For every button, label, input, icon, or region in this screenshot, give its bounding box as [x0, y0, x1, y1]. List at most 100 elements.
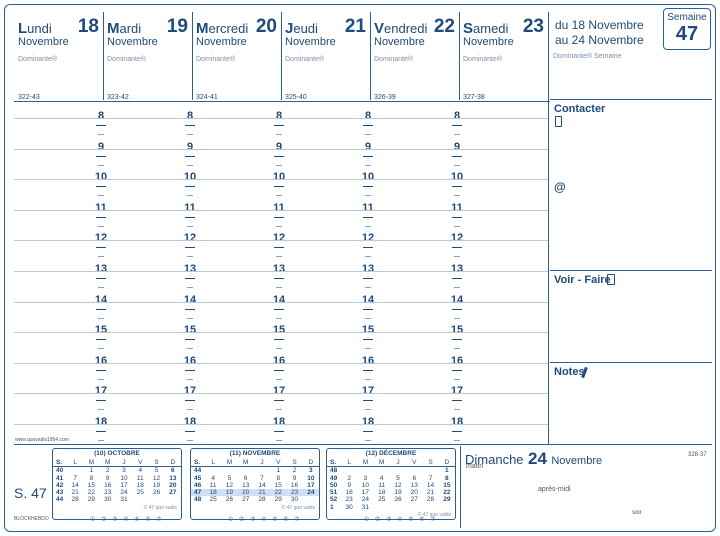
hour-tick: [363, 186, 373, 188]
week-range-end: au 24 Novembre: [555, 33, 644, 47]
hour-label: 18: [361, 416, 375, 428]
half-hour-tick: [276, 440, 282, 441]
hour-tick: [96, 216, 106, 218]
half-hour-tick: [276, 348, 282, 350]
hour-tick: [363, 369, 373, 371]
mini-calendar-day: 14: [426, 481, 435, 489]
day-header-wednesday[interactable]: Mercredi 20 Novembre Dominante® 324-41: [192, 10, 281, 102]
mini-calendar-day: 22: [87, 489, 96, 497]
hour-label: 18: [183, 416, 197, 428]
mini-calendar-day: 21: [253, 489, 271, 497]
half-hour-tick: [365, 256, 371, 258]
mini-calendar-day: 31: [361, 503, 370, 511]
hour-label: 16: [361, 354, 375, 367]
mini-calendar-day: [254, 467, 270, 475]
mini-calendar-day: 19: [394, 489, 402, 497]
mini-calendar-week-number: 44: [56, 496, 64, 504]
mini-calendar-header-row: S. L M M J V S D: [53, 459, 181, 468]
mini-calendar-day: 4: [138, 467, 143, 475]
mini-calendar-day: 20: [410, 489, 418, 497]
mini-calendar-head-cell: S: [286, 459, 303, 468]
half-hour-tick: [276, 164, 282, 166]
half-hour-tick: [454, 256, 460, 258]
mini-calendar-day: 30: [104, 496, 112, 504]
hour-row-line: [14, 424, 548, 425]
mini-calendar-day: 1: [276, 467, 281, 475]
half-hour-tick: [187, 287, 193, 288]
mini-calendar-day: 21: [71, 489, 79, 497]
sunday-header[interactable]: Dimanche 24 Novembre: [465, 449, 602, 469]
half-hour-tick: [365, 134, 371, 135]
sunday-name: Dimanche: [465, 452, 524, 467]
mini-calendar-day: [439, 504, 455, 511]
hour-tick: [363, 431, 373, 432]
hour-tick: [363, 278, 373, 279]
mini-calendar-day: 24: [120, 489, 128, 497]
mini-calendar-day: 8: [89, 474, 94, 482]
hour-label: 9: [453, 140, 461, 153]
mini-calendar-day: 26: [225, 496, 234, 504]
mini-calendar-head-cell: S.: [191, 459, 205, 468]
day-name: Mercredi: [196, 20, 249, 37]
mini-calendar-head-cell: S: [422, 459, 439, 468]
mini-calendar-day: 17: [307, 481, 315, 489]
mini-calendar-head-cell: M: [357, 459, 374, 468]
mini-calendar-head-cell: V: [270, 459, 287, 468]
hour-row-line: [14, 209, 548, 211]
hour-tick: [96, 431, 106, 432]
mini-calendar-day: 25: [136, 489, 144, 497]
hour-label: 12: [94, 232, 108, 245]
hour-row-line: [14, 301, 548, 303]
mini-calendar-day: 3: [309, 467, 313, 475]
day-header-thursday[interactable]: Jeudi 21 Novembre Dominante® 325-40: [281, 10, 370, 102]
day-header-monday[interactable]: Lundi 18 Novembre Dominante® 322-43: [14, 10, 103, 102]
day-name: Jeudi: [285, 20, 318, 37]
week-badge-number: 47: [675, 23, 699, 45]
mini-calendar-week-row: 46 11 12 13 14 15 16 17: [191, 482, 319, 489]
half-hour-tick: [365, 440, 371, 441]
half-hour-tick: [276, 317, 282, 319]
header-divider: [14, 101, 550, 102]
mini-calendar-week-row: 51 16 17 18 19 20 21 22: [327, 489, 455, 496]
mini-calendar-week-row: 48 25 26 27 28 29 30: [191, 496, 319, 503]
notes-title: Notes: [554, 366, 585, 378]
mini-calendar-day: 13: [169, 474, 177, 482]
hour-label: 14: [94, 293, 108, 306]
mini-calendar-week-row: 48 1: [327, 467, 455, 475]
mini-calendar-week-row: 50 9 10 11 12 13 14 15: [327, 482, 455, 489]
half-hour-tick: [187, 440, 193, 441]
mini-calendar-day: 13: [410, 481, 418, 489]
dominante-label: Dominante®: [107, 56, 147, 63]
day-month: Novembre: [374, 36, 425, 48]
email-at-label: @: [554, 180, 566, 194]
mini-calendar-day: 23: [286, 489, 303, 497]
hour-label: 11: [95, 201, 107, 214]
hour-row-line: [14, 240, 548, 242]
mini-calendar-head-cell: V: [132, 459, 149, 468]
right-header-divider: [550, 99, 712, 100]
mini-calendar-head-cell: M: [221, 459, 238, 468]
hour-label: 17: [450, 385, 464, 398]
day-header-tuesday[interactable]: Mardi 19 Novembre Dominante® 323-42: [103, 10, 192, 102]
hour-label: 18: [450, 416, 464, 428]
hour-tick: [274, 431, 284, 432]
day-header-saturday[interactable]: Samedi 23 Novembre Dominante® 327-38: [459, 10, 548, 102]
mini-calendar-head-cell: S.: [327, 459, 341, 468]
sunday-matin: matin: [466, 463, 484, 470]
day-header-friday[interactable]: Vendredi 22 Novembre Dominante® 326-39: [370, 10, 459, 102]
circle-row: ① ② ③ ④ ⑤ ⑥ ⑦: [228, 517, 302, 523]
mini-calendar-day: 25: [209, 496, 217, 504]
mini-calendar-week-row: 41 7 8 9 10 11 12 13: [53, 475, 181, 482]
hour-tick: [185, 278, 195, 279]
dominante-label: Dominante®: [18, 56, 58, 63]
mini-calendar-day: 9: [105, 474, 110, 482]
hour-label: 11: [362, 201, 374, 214]
mini-calendar-day: 30: [345, 503, 353, 511]
half-hour-tick: [187, 256, 193, 258]
mini-calendar-week-number: 1: [330, 503, 334, 511]
mini-calendar-day: 28: [71, 496, 79, 504]
website-label: www.quovadis1954.com: [15, 437, 69, 443]
half-hour-tick: [187, 195, 193, 197]
mini-calendar-day: 28: [426, 496, 435, 504]
hour-row-line: [14, 393, 548, 395]
